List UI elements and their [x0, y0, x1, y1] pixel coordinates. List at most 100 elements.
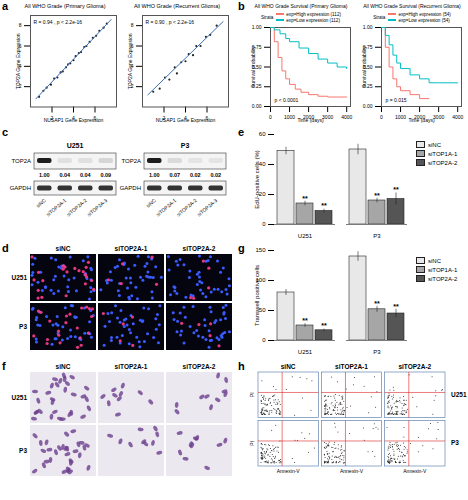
svg-text:Annexin-V: Annexin-V [277, 468, 301, 474]
svg-text:**: ** [302, 317, 308, 324]
svg-text:Time (days): Time (days) [408, 117, 435, 123]
html-text:c: c [2, 126, 9, 138]
svg-text:150: 150 [255, 247, 266, 253]
svg-text:NUSAP1 Gene Expression: NUSAP1 Gene Expression [44, 117, 104, 123]
svg-text:Survival probability: Survival probability [250, 46, 256, 88]
svg-text:R = 0.90 , p < 2.2e-16: R = 0.90 , p < 2.2e-16 [146, 19, 195, 25]
svg-text:TOP2A Gene Expression: TOP2A Gene Expression [15, 33, 21, 89]
svg-text:siTOP2A-1: siTOP2A-1 [115, 363, 148, 370]
svg-text:PI: PI [249, 392, 255, 397]
svg-text:0.50: 0.50 [362, 63, 373, 70]
svg-text:0.09: 0.09 [100, 172, 111, 178]
svg-text:siTOP2A-2: siTOP2A-2 [398, 363, 431, 370]
svg-text:0.75: 0.75 [362, 43, 373, 50]
svg-text:1.00: 1.00 [39, 172, 50, 178]
svg-text:**: ** [321, 202, 327, 209]
svg-text:0.00: 0.00 [252, 103, 262, 109]
svg-text:siTOP2A-1: siTOP2A-1 [335, 363, 368, 370]
svg-text:Annexin-V: Annexin-V [403, 468, 427, 474]
svg-text:siNC: siNC [56, 363, 71, 370]
svg-text:U251: U251 [11, 394, 27, 401]
svg-text:0.75: 0.75 [251, 43, 262, 50]
svg-text:Time (days): Time (days) [297, 117, 324, 123]
svg-text:Transwell positive cells: Transwell positive cells [254, 265, 260, 326]
svg-text:60: 60 [259, 131, 266, 137]
svg-text:GAPDH: GAPDH [10, 185, 31, 191]
svg-text:1000: 1000 [395, 114, 406, 120]
svg-text:50: 50 [259, 307, 266, 313]
svg-text:0.04: 0.04 [80, 172, 92, 178]
svg-text:**: ** [374, 300, 380, 307]
svg-text:U251: U251 [11, 274, 27, 281]
svg-text:siTOP2A-1: siTOP2A-1 [45, 197, 68, 217]
svg-text:TOP2A: TOP2A [11, 158, 31, 164]
svg-text:0.50: 0.50 [251, 63, 262, 70]
svg-text:**: ** [321, 322, 327, 329]
svg-text:0.02: 0.02 [210, 172, 221, 178]
svg-text:4000: 4000 [341, 114, 352, 120]
svg-text:p < 0.0001: p < 0.0001 [275, 97, 299, 103]
html-text:siTOP1A-1: siTOP1A-1 [428, 150, 458, 157]
svg-text:siTOP2A-3: siTOP2A-3 [86, 197, 109, 217]
svg-text:0.07: 0.07 [169, 172, 180, 178]
svg-text:P3: P3 [451, 439, 459, 446]
svg-text:**: ** [302, 194, 308, 201]
svg-text:siNC: siNC [35, 197, 47, 209]
svg-text:siNC: siNC [56, 245, 71, 252]
svg-text:R = 0.94 , p < 2.2e-16: R = 0.94 , p < 2.2e-16 [34, 19, 83, 25]
svg-text:0: 0 [262, 337, 266, 343]
svg-text:NUSAP1 Gene Expression: NUSAP1 Gene Expression [156, 117, 216, 123]
svg-text:3000: 3000 [433, 114, 444, 120]
svg-text:0: 0 [262, 221, 266, 227]
svg-text:siTOP2A-2: siTOP2A-2 [175, 197, 198, 217]
svg-text:siTOP2A-2: siTOP2A-2 [65, 197, 88, 217]
svg-text:1.00: 1.00 [252, 24, 262, 30]
svg-text:siTOP2A-1: siTOP2A-1 [155, 197, 178, 217]
svg-text:20: 20 [259, 191, 266, 197]
svg-text:PI: PI [249, 441, 255, 446]
svg-text:U251: U251 [298, 233, 313, 238]
svg-text:P3: P3 [19, 323, 27, 330]
svg-text:p = 0.015: p = 0.015 [386, 97, 407, 103]
svg-text:U251: U251 [451, 391, 467, 398]
svg-text:siTOP2A-3: siTOP2A-3 [196, 197, 219, 217]
svg-text:8: 8 [131, 22, 134, 28]
svg-text:siNC: siNC [281, 363, 296, 370]
svg-text:4000: 4000 [452, 114, 463, 120]
svg-text:0.02: 0.02 [190, 172, 201, 178]
html-text:siNC: siNC [428, 141, 441, 148]
svg-text:P3: P3 [181, 142, 190, 149]
svg-text:0.25: 0.25 [362, 83, 373, 90]
svg-text:1.00: 1.00 [149, 172, 160, 178]
svg-text:0.25: 0.25 [251, 83, 262, 90]
svg-text:0.04: 0.04 [59, 172, 71, 178]
html-text:b: b [238, 0, 245, 12]
svg-text:siTOP2A-2: siTOP2A-2 [183, 363, 216, 370]
svg-text:siTOP2A-2: siTOP2A-2 [183, 245, 216, 252]
svg-text:P3: P3 [19, 447, 27, 454]
svg-text:siTOP2A-1: siTOP2A-1 [115, 245, 148, 252]
svg-text:P3: P3 [373, 233, 381, 238]
svg-text:**: ** [393, 303, 399, 310]
svg-text:Survival probability: Survival probability [361, 46, 367, 88]
svg-text:1000: 1000 [284, 114, 295, 120]
svg-text:**: ** [374, 191, 380, 198]
svg-text:U251: U251 [67, 142, 84, 149]
svg-text:GAPDH: GAPDH [120, 185, 141, 191]
svg-text:EdU-positive cells (%): EdU-positive cells (%) [254, 150, 260, 209]
svg-text:**: ** [393, 186, 399, 193]
svg-text:TOP2A: TOP2A [121, 158, 141, 164]
html-text:a: a [2, 0, 9, 12]
svg-text:3000: 3000 [322, 114, 333, 120]
svg-text:0: 0 [269, 114, 272, 120]
svg-text:Annexin-V: Annexin-V [340, 468, 364, 474]
svg-text:P3: P3 [373, 349, 381, 354]
svg-text:1.00: 1.00 [363, 24, 373, 30]
svg-text:siNC: siNC [145, 197, 157, 209]
svg-text:8: 8 [19, 22, 22, 28]
svg-text:0: 0 [380, 114, 383, 120]
svg-text:TOP2A Gene Expression: TOP2A Gene Expression [127, 33, 133, 89]
svg-text:40: 40 [259, 161, 266, 167]
svg-text:U251: U251 [298, 349, 313, 354]
svg-text:0.00: 0.00 [363, 103, 373, 109]
